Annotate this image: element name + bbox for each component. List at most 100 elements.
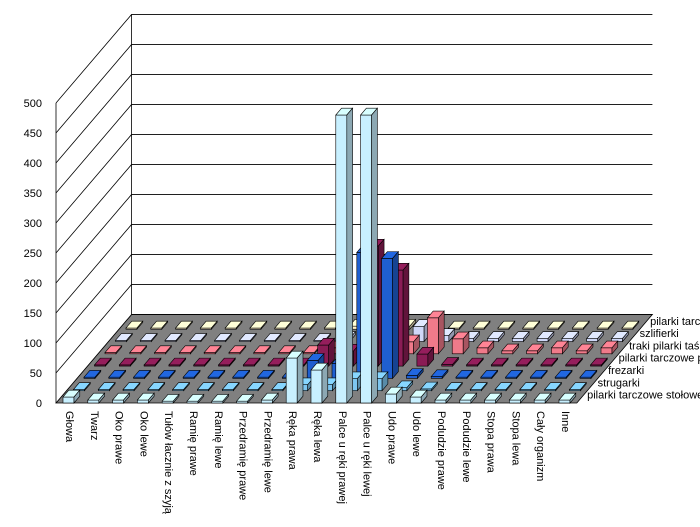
bar-side [477, 357, 484, 367]
bar [228, 345, 247, 355]
bar [274, 320, 293, 331]
bar-front [476, 347, 489, 355]
bar-side [409, 318, 416, 331]
bar [288, 332, 307, 343]
category-label: Palce u ręki lewej [361, 411, 373, 497]
bar-side [268, 369, 275, 380]
category-label: Twarz [88, 411, 100, 440]
category-label: Ramię prawe [187, 411, 199, 476]
bar-side [175, 332, 183, 343]
bar-side [558, 320, 565, 331]
bar-front [558, 399, 571, 404]
bar-side [211, 320, 218, 331]
bar-side [417, 367, 424, 380]
bar [207, 369, 226, 380]
bar-side [562, 340, 569, 355]
bar-front [551, 347, 563, 355]
bar [129, 345, 148, 355]
bar-front [451, 338, 464, 355]
bar [196, 381, 215, 392]
bar-side [260, 320, 268, 331]
y-tick-label: 250 [24, 248, 42, 260]
bar [139, 332, 158, 343]
bar [125, 320, 144, 331]
bar [214, 332, 233, 343]
bar-side [396, 386, 403, 404]
bar [480, 369, 499, 380]
bar-side [480, 381, 488, 392]
bar-side [512, 343, 519, 355]
bar-side [576, 357, 583, 367]
bar [544, 381, 563, 392]
bar [540, 357, 559, 367]
bar-side [109, 381, 116, 392]
bar-side [533, 320, 540, 331]
series-label: traki pilarki taśmowe [629, 340, 700, 352]
bar-side [495, 392, 502, 404]
bar [565, 357, 584, 367]
bar-side [473, 330, 480, 343]
bar-front [509, 399, 521, 404]
bar-front [575, 350, 588, 355]
y-axis-ticks: 0 50 100 150 200 250 300 350 400 450 500 [24, 98, 42, 410]
series-axis-labels: pilarki tarczowe stołowestrugarkifrezark… [587, 316, 700, 402]
y-tick-label: 450 [24, 128, 42, 140]
y-tick-label: 100 [24, 338, 42, 350]
series-label: szlifierki [640, 328, 679, 340]
bar-side [285, 320, 292, 331]
bar-side [420, 389, 428, 404]
bar [511, 330, 530, 343]
y-tick-label: 350 [24, 188, 42, 200]
bar [186, 393, 205, 404]
bar-side [371, 107, 378, 404]
bar [586, 330, 605, 343]
bar [497, 320, 516, 331]
bar [238, 332, 257, 343]
bar-side [183, 381, 190, 392]
bar-side [235, 320, 243, 331]
bar-side [136, 320, 144, 331]
bar-side [186, 320, 193, 331]
bar-side [632, 320, 640, 331]
bar-side [328, 337, 335, 367]
bar-side [445, 392, 453, 404]
bar-front [310, 369, 323, 404]
bar-side [140, 345, 147, 355]
bar-side [491, 369, 498, 380]
bar [610, 330, 629, 343]
bar-side [222, 393, 229, 404]
bar-side [413, 334, 420, 355]
bar [455, 369, 474, 380]
bar [182, 369, 201, 380]
bar-side [214, 345, 222, 355]
bar-side [537, 343, 544, 355]
bar-side [84, 381, 91, 392]
bar-front [360, 114, 372, 404]
bar [277, 345, 297, 355]
bar-side [530, 381, 537, 392]
bar [108, 369, 127, 380]
bar-side [299, 332, 307, 343]
bar [515, 357, 534, 367]
bar [104, 345, 123, 355]
series-label: strugarki [598, 377, 640, 389]
bar [621, 320, 640, 331]
bar-side [505, 381, 513, 392]
bar [267, 357, 286, 367]
bar [235, 393, 255, 404]
category-label: Ręka prawa [286, 411, 298, 471]
bar-side [274, 332, 282, 343]
bar-side [583, 320, 590, 331]
bar [114, 332, 133, 343]
bar [246, 381, 265, 392]
bar-side [520, 392, 527, 404]
bar [224, 320, 243, 331]
bar [172, 381, 191, 392]
bar [490, 357, 509, 367]
bar-side [200, 332, 207, 343]
bar-front [416, 353, 429, 367]
series-label: frezarki [608, 365, 644, 377]
bar [298, 320, 318, 331]
bar-front [533, 399, 546, 404]
bar [472, 320, 491, 331]
